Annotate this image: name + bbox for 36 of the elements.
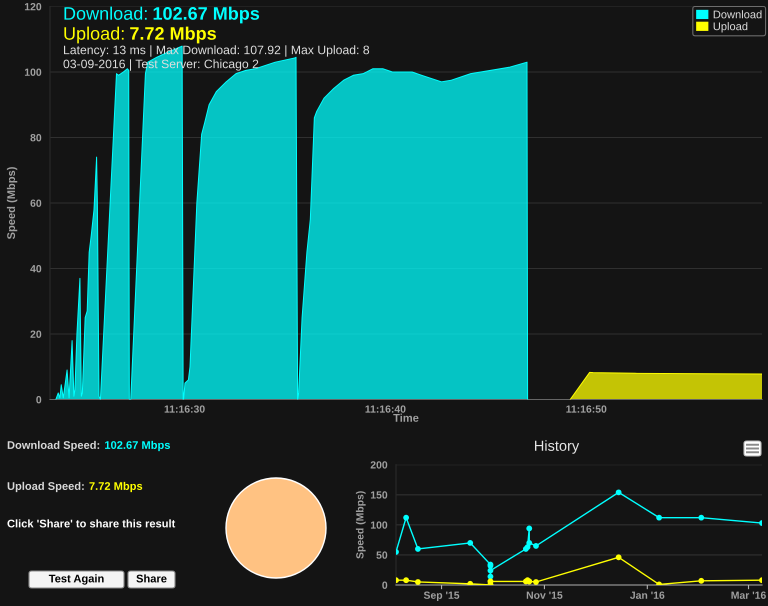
y-tick-label: 50 xyxy=(376,551,388,559)
legend-label: Download xyxy=(714,10,762,18)
y-tick-label: 100 xyxy=(24,68,42,76)
y-tick-label: 150 xyxy=(370,491,388,499)
x-tick-label: Mar '16 xyxy=(731,592,766,599)
y-tick-label: 0 xyxy=(382,582,388,589)
y-axis-title: Speed (Mbps) xyxy=(356,491,366,559)
y-tick-label: 20 xyxy=(30,330,42,338)
text: Share xyxy=(136,574,167,582)
annotation: Upload: xyxy=(64,26,124,44)
x-tick-label: 11:16:50 xyxy=(566,405,606,413)
chart-title: History xyxy=(535,440,580,454)
y-tick-label: 0 xyxy=(36,396,42,404)
y-axis-title: Speed (Mbps) xyxy=(6,167,18,240)
x-tick-label: Jan '16 xyxy=(630,592,664,599)
x-tick-label: 11:16:40 xyxy=(366,405,406,413)
x-axis-title: Time xyxy=(393,414,418,422)
x-tick-label: 11:16:30 xyxy=(164,405,205,413)
text: Download Speed: xyxy=(8,440,100,452)
legend-label: Upload xyxy=(714,22,748,32)
y-tick-label: 40 xyxy=(30,265,42,272)
y-tick-label: 200 xyxy=(370,461,388,469)
text: 7.72 Mbps xyxy=(89,482,142,492)
x-tick-label: Nov '15 xyxy=(526,592,562,599)
annotation: 7.72 Mbps xyxy=(130,26,216,44)
y-tick-label: 80 xyxy=(30,134,42,142)
x-tick-label: Sep '15 xyxy=(424,592,460,601)
y-tick-label: 120 xyxy=(24,3,42,10)
text: Test Again xyxy=(48,574,104,585)
text: 102.67 Mbps xyxy=(105,440,170,452)
annotation: 102.67 Mbps xyxy=(154,6,260,24)
annotation: Download: xyxy=(64,6,147,20)
text: Upload Speed: xyxy=(8,482,84,492)
y-tick-label: 100 xyxy=(370,521,388,529)
text: Click 'Share' to share this result xyxy=(7,519,176,528)
y-tick-label: 60 xyxy=(30,200,42,207)
